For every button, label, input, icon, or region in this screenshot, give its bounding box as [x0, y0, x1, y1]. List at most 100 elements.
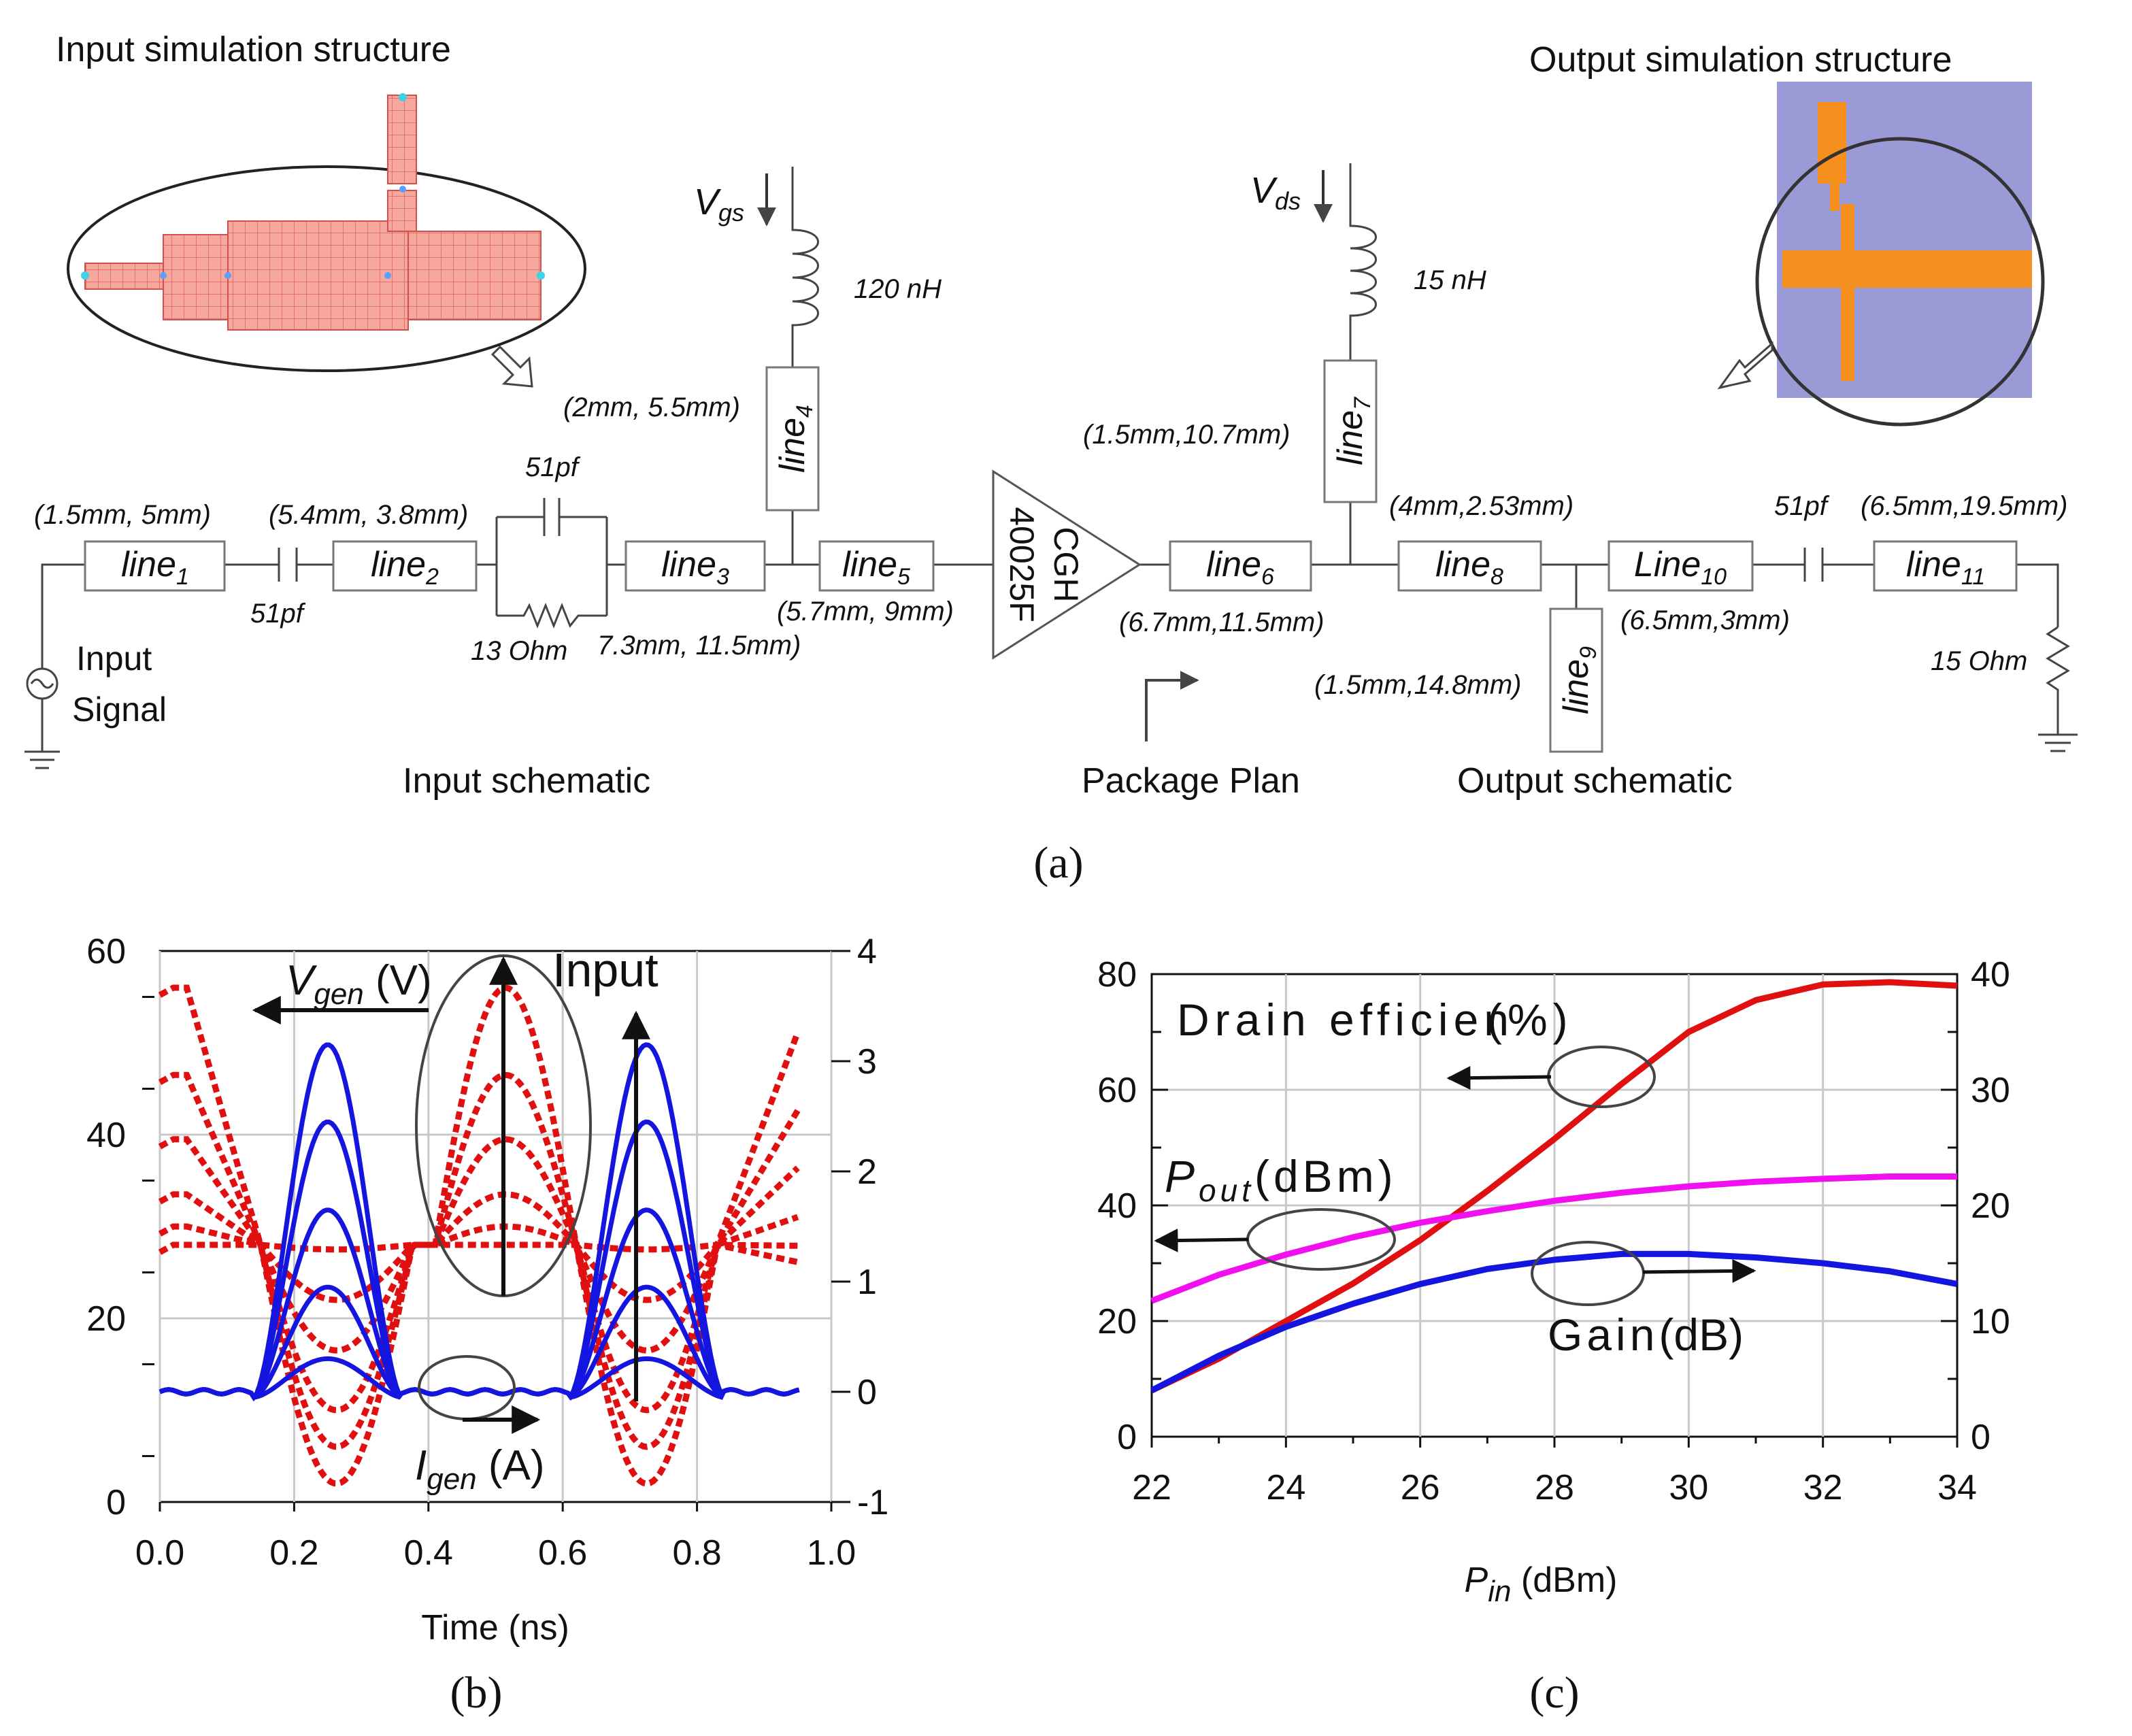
- chart-b-voltage-curve: [158, 1191, 799, 1354]
- chart-b-xtick-label: 1.0: [807, 1533, 856, 1573]
- wire-7: [2016, 563, 2059, 627]
- chart-b-yright-label: 2: [857, 1152, 877, 1192]
- input-sim-ellipse: [67, 165, 586, 372]
- output-schematic-label: Output schematic: [1457, 761, 1733, 801]
- chart-c-xtick-label: 30: [1669, 1468, 1708, 1507]
- line3-dim: 7.3mm, 11.5mm): [597, 631, 801, 661]
- chart-b-yright-label: 0: [857, 1373, 877, 1412]
- chart-c-gain-label: Gain(dB): [1548, 1309, 1744, 1360]
- package-plan-arrow: [1145, 671, 1199, 741]
- chart-b-yleft-label: 0: [106, 1483, 126, 1522]
- line7-box: [1323, 359, 1378, 503]
- chart-c-yright-label: 30: [1971, 1071, 2010, 1110]
- line9-box: [1549, 607, 1603, 753]
- inductor-120nh-label: 120 nH: [854, 274, 942, 304]
- chart-b-yright-label: 1: [857, 1263, 877, 1302]
- line8-dim: (4mm,2.53mm): [1389, 491, 1573, 521]
- line10-box: [1608, 540, 1754, 592]
- ground-in: [24, 699, 60, 769]
- chart-c-xtick-label: 24: [1266, 1468, 1305, 1507]
- load-resistor: [2038, 626, 2078, 752]
- chart-c-series-line: [1150, 1173, 1957, 1304]
- chart-b-input-label: Input: [552, 944, 659, 997]
- chart-c-pout-label: Pout(dBm): [1165, 1151, 1397, 1208]
- line5-dim: (5.7mm, 9mm): [777, 597, 954, 627]
- chart-b-xtick-label: 0.0: [135, 1533, 184, 1573]
- chart-c-gain-ellipse: [1531, 1241, 1645, 1306]
- line2-box: [332, 540, 478, 592]
- line11-label: line11: [1906, 545, 1985, 590]
- chart-c-yright-label: 20: [1971, 1186, 2010, 1226]
- line9-label: line9: [1556, 646, 1601, 714]
- rc-network: [495, 498, 608, 629]
- vds-label: Vds: [1250, 170, 1301, 215]
- chart-b-vgen-label: Vgen (V): [286, 957, 432, 1011]
- inductor-120nh: [791, 167, 819, 337]
- chart-b-yright-label: -1: [857, 1483, 888, 1522]
- line3-box: [624, 540, 766, 592]
- output-sim-title: Output simulation structure: [1529, 40, 1952, 80]
- line6-dim: (6.7mm,11.5mm): [1119, 607, 1325, 637]
- chart-b-igen-label: Igen (A): [415, 1442, 545, 1496]
- chart-b-voltage-series: [158, 984, 801, 1487]
- line6-label: line6: [1206, 545, 1274, 590]
- chart-c-pout-ellipse: [1246, 1208, 1396, 1271]
- chart-b: 0.0 0.2 0.4 0.6 0.8 1.0 0 20 40 60 -1 0 1 2 3 4 Input V…: [86, 932, 888, 1718]
- cap3-label: 51pf: [1774, 491, 1830, 521]
- input-schematic-label: Input schematic: [403, 761, 650, 801]
- line1-label: line1: [121, 545, 189, 590]
- line5-box: [818, 540, 935, 592]
- transistor-label-1: CGH: [1047, 527, 1085, 602]
- chart-c-yleft-label: 60: [1097, 1071, 1137, 1110]
- chart-b-yleft-label: 20: [86, 1299, 126, 1339]
- chart-c-series-line: [1150, 1250, 1958, 1393]
- cap2-label: 51pf: [525, 452, 581, 482]
- res15-label: 15 Ohm: [1931, 646, 2027, 676]
- cap1-label: 51pf: [250, 599, 306, 629]
- input-sim-arrow: [490, 345, 533, 388]
- cap3-symbol: [1803, 548, 1824, 582]
- chart-c-yleft-label: 80: [1097, 955, 1137, 995]
- chart-b-yright-label: 3: [857, 1042, 877, 1082]
- chart-c-yleft-label: 20: [1097, 1302, 1137, 1341]
- line6-box: [1169, 540, 1312, 592]
- chart-b-voltage-curve: [158, 1241, 799, 1265]
- chart-c: 22 24 26 28 30 32 34 0 20 40 60 80 0 10 20 30 40 Drain e…: [1097, 955, 2010, 1718]
- output-sim-substrate: [1777, 82, 2032, 398]
- line10-dim: (6.5mm,3mm): [1620, 605, 1790, 635]
- chart-c-yright-label: 10: [1971, 1302, 2010, 1341]
- input-sim-title: Input simulation structure: [56, 30, 451, 69]
- chart-c-yright-label: 0: [1971, 1418, 1991, 1457]
- input-signal-label-2: Signal: [72, 690, 167, 729]
- chart-c-gain-arrow: [1642, 1258, 1756, 1283]
- chart-c-series: [1150, 979, 1958, 1394]
- chart-b-xtick-label: 0.4: [404, 1533, 453, 1573]
- package-plan-label: Package Plan: [1082, 761, 1300, 801]
- chart-c-eff-label: Drain efficien(%): [1177, 995, 1573, 1045]
- line1-dim: (1.5mm, 5mm): [34, 500, 211, 530]
- cap1-symbol: [278, 548, 298, 582]
- inductor-15nh-label: 15 nH: [1414, 265, 1486, 295]
- chart-c-xlabel: Pin (dBm): [1465, 1560, 1618, 1608]
- output-sim-arrow: [1717, 341, 1773, 390]
- caption-b: (b): [450, 1668, 503, 1718]
- chart-b-xtick-label: 0.8: [672, 1533, 721, 1573]
- chart-b-voltage-curve: [158, 1136, 800, 1414]
- line8-label: line8: [1435, 545, 1503, 590]
- caption-c: (c): [1529, 1668, 1579, 1718]
- chart-c-ticks: 22 24 26 28 30 32 34 0 20 40 60 80 0 10 20 30 40: [1097, 955, 2010, 1507]
- chart-c-series-line: [1150, 979, 1958, 1394]
- chart-b-xlabel: Time (ns): [421, 1608, 569, 1648]
- chart-b-yright-label: 4: [857, 932, 877, 971]
- chart-c-yleft-label: 40: [1097, 1186, 1137, 1226]
- chart-b-yleft-label: 40: [86, 1116, 126, 1155]
- line11-dim: (6.5mm,19.5mm): [1861, 491, 2068, 521]
- line8-box: [1397, 540, 1542, 592]
- chart-b-current-curve: [159, 1356, 800, 1400]
- line1-box: [84, 540, 226, 592]
- panel-a: Input simulation structure Output simula…: [24, 30, 2078, 888]
- chart-c-pout-arrow: [1154, 1229, 1249, 1253]
- line4-label: line4: [773, 405, 818, 473]
- chart-c-xtick-label: 28: [1535, 1468, 1574, 1507]
